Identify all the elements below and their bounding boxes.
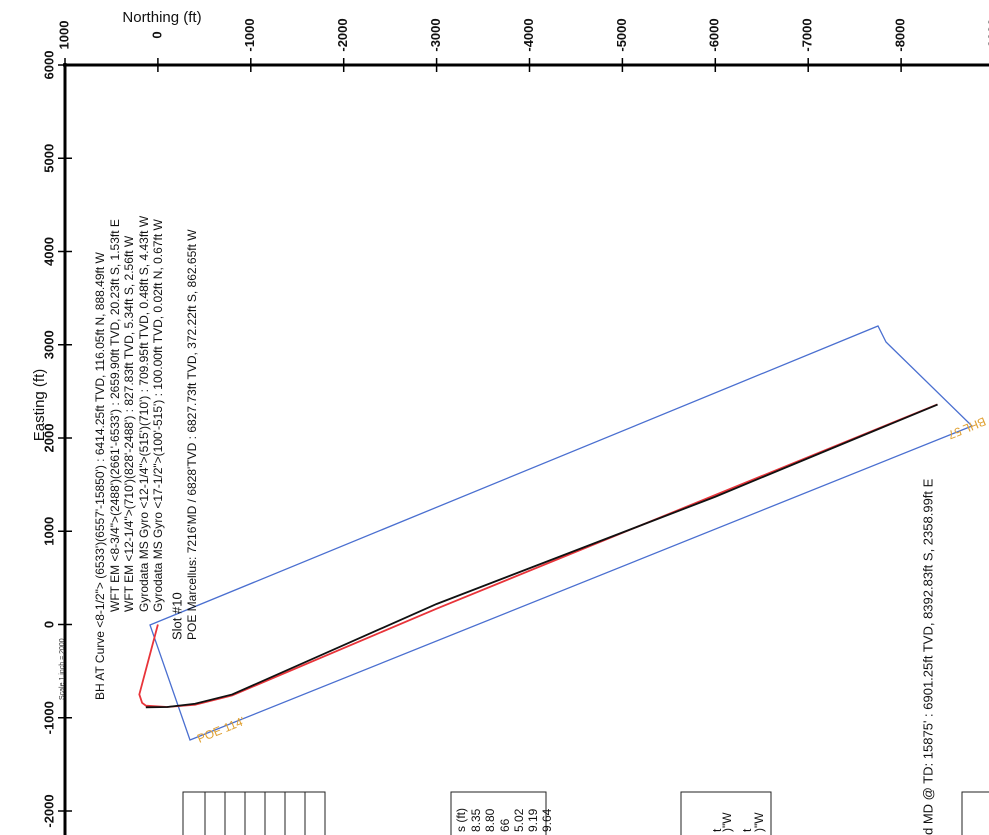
x-tick-label: -2000 [335,18,350,51]
y-tick-label: 6000 [41,51,56,80]
annotation: Gyrodata MS Gyro <12-1/4">(515')(710') :… [137,215,151,612]
x-tick-label: 1000 [56,21,71,50]
table-fragment: 8.80 [483,808,497,832]
annotation: d MD @ TD: 15875' : 6901.25ft TVD, 8392.… [920,478,935,835]
x-tick-label: -8000 [893,18,908,51]
annotation: Gyrodata MS Gyro <17-1/2">(100'-515') : … [151,219,165,612]
y-tick-label: 2000 [41,424,56,453]
y-tick-label: 4000 [41,237,56,266]
x-tick-label: -7000 [800,18,815,51]
y-axis-title: Easting (ft) [31,369,48,442]
y-tick-label: 1000 [41,517,56,546]
table-fragment: )"W [752,812,766,832]
lease-boundary [149,325,974,741]
table-fragment: s (ft) [454,808,468,832]
annotation: Scale 1 inch = 2000 [59,638,66,700]
x-tick-label: -4000 [521,18,536,51]
table-fragment: 5.02 [512,808,526,832]
table-fragment: t [710,828,724,832]
x-tick-label: -6000 [707,18,722,51]
annotation: BH AT Curve <8-1/2"> (6533')(6557'-15850… [93,251,107,700]
x-tick-label: -9000 [985,18,989,51]
table-fragment: 9.19 [526,808,540,832]
x-tick-label: 0 [149,31,164,38]
y-tick-label: 0 [41,621,56,628]
table-fragment: )"W [720,812,734,832]
table-fragment: 8.35 [469,808,483,832]
x-tick-label: -3000 [428,18,443,51]
y-tick-label: -2000 [41,794,56,827]
table-fragment: 66 [498,818,512,832]
y-tick-label: 3000 [41,330,56,359]
info-tables [182,791,989,835]
y-tick-label: 5000 [41,144,56,173]
annotation: POE Marcellus: 7216'MD / 6828'TVD : 6827… [185,229,199,640]
x-axis-title: Northing (ft) [122,9,201,26]
annotation: WFT EM <8-3/4">(2488')(2661'-6533') : 26… [108,219,122,612]
annotation: BHL 57 [946,414,988,442]
x-tick-label: -5000 [614,18,629,51]
annotation: POE 114' [195,714,247,746]
table-fragment: 9.64 [540,808,554,832]
trajectory-line [138,403,938,708]
x-tick-label: -1000 [242,18,257,51]
annotation: Slot #10 [169,592,184,640]
table-fragment: t [740,828,754,832]
trajectory-line [145,403,938,709]
annotation: WFT EM <12-1/4">(710')(828'-2488') : 827… [122,235,136,612]
y-tick-label: -1000 [41,701,56,734]
